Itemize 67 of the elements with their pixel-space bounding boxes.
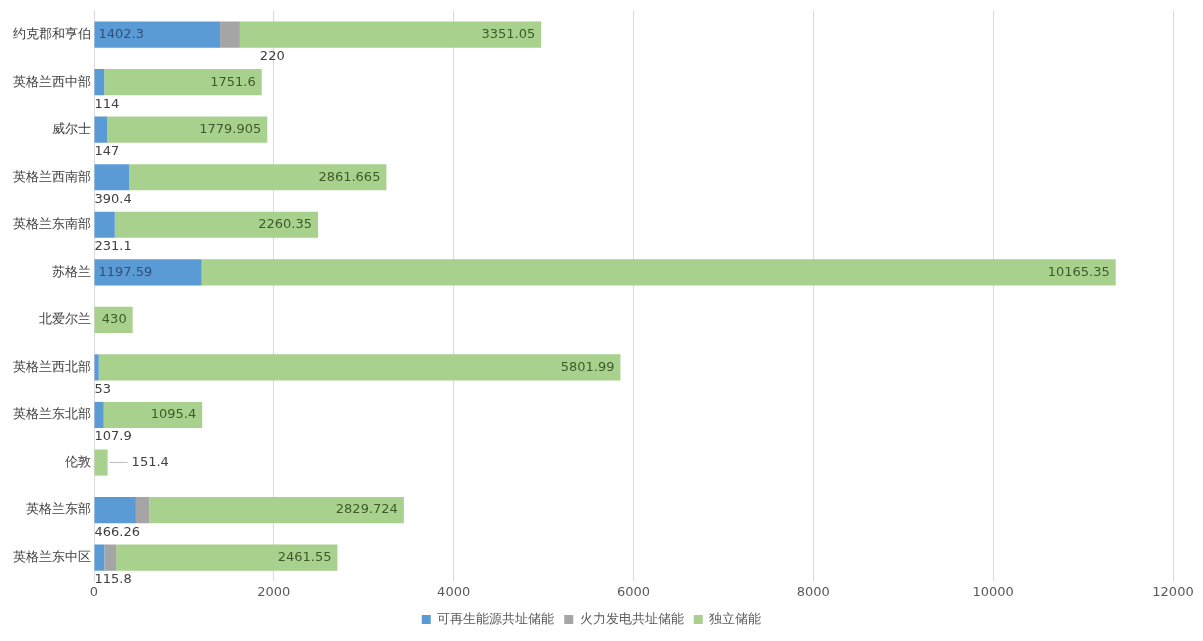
bar (94, 116, 108, 143)
y-tick-label: 英格兰西中部 (13, 73, 91, 89)
legend-label: 独立储能 (709, 610, 762, 626)
x-tick-label: 4000 (437, 583, 471, 599)
data-label: 1197.59 (98, 263, 153, 279)
data-label: 2461.55 (277, 549, 332, 564)
y-tick-label: 英格兰东南部 (13, 216, 91, 232)
y-tick-label: 英格兰东中区 (13, 549, 91, 564)
data-label: 2829.724 (335, 501, 398, 517)
y-tick-label: 英格兰东北部 (13, 406, 91, 422)
bar (103, 401, 203, 429)
legend-label: 可再生能源共址储能 (437, 610, 555, 626)
bar (94, 354, 99, 381)
data-label: 107.9 (94, 428, 132, 444)
data-label: 5801.99 (560, 358, 615, 374)
data-label: 1095.4 (150, 406, 197, 422)
bar (94, 544, 105, 571)
data-label: 10165.35 (1047, 263, 1110, 279)
bar (107, 116, 268, 143)
x-tick-label: 6000 (616, 583, 651, 599)
data-label: 1402.3 (98, 25, 144, 41)
data-label: 390.4 (94, 190, 132, 206)
bar (201, 259, 1116, 286)
data-label: 3351.05 (481, 25, 536, 41)
bar (149, 497, 404, 524)
data-label: 114 (94, 95, 120, 111)
y-tick-label: 英格兰东部 (26, 501, 91, 517)
bar (94, 164, 130, 191)
bar (114, 211, 319, 238)
bar (94, 211, 115, 238)
x-tick-label: 10000 (972, 583, 1014, 599)
x-tick-label: 12000 (1152, 583, 1194, 599)
bar (135, 497, 150, 524)
data-label: 2260.35 (258, 216, 313, 232)
y-tick-label: 英格兰西南部 (13, 168, 91, 184)
data-label: 147 (94, 143, 120, 159)
bar (94, 401, 104, 429)
data-label: 430 (101, 311, 127, 327)
y-tick-label: 北爱尔兰 (39, 311, 91, 327)
data-label: 2861.665 (318, 168, 381, 184)
bar (94, 497, 136, 524)
x-tick-label: 8000 (796, 583, 830, 599)
bar (220, 21, 240, 48)
y-tick-label: 威尔士 (52, 121, 91, 137)
y-tick-label: 苏格兰 (52, 263, 91, 279)
y-tick-label: 英格兰西北部 (13, 358, 91, 374)
bar (239, 21, 542, 48)
data-label: 220 (259, 48, 285, 64)
bar (129, 164, 387, 191)
y-tick-label: 约克郡和亨伯 (13, 25, 91, 41)
x-tick-label: 2000 (257, 583, 291, 599)
legend-label: 火力发电共址储能 (579, 610, 684, 626)
bar (94, 259, 202, 286)
data-label: 231.1 (94, 238, 132, 254)
data-label: 466.26 (94, 523, 140, 539)
bar (98, 354, 621, 381)
data-label: 1751.6 (210, 73, 256, 89)
bar (94, 21, 221, 48)
bar (94, 449, 108, 476)
bar (104, 69, 262, 96)
bar (116, 544, 338, 571)
data-label: 151.4 (131, 453, 169, 469)
bar (94, 69, 105, 96)
data-label: 53 (94, 380, 112, 396)
data-label: 1779.905 (199, 121, 262, 137)
y-tick-label: 伦敦 (65, 453, 91, 469)
bar (104, 544, 117, 571)
